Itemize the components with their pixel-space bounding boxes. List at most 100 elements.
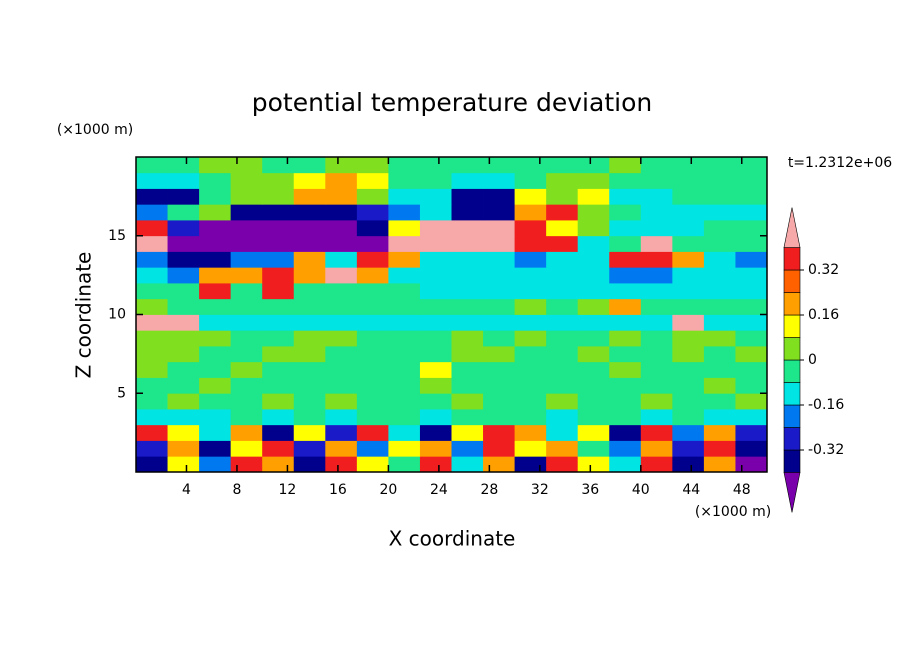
field-cell xyxy=(546,172,579,189)
field-cell xyxy=(672,267,705,284)
field-cell xyxy=(167,235,200,252)
field-cell xyxy=(199,361,232,378)
field-cell xyxy=(136,188,168,205)
field-cell xyxy=(262,424,295,441)
field-cell xyxy=(419,235,452,252)
field-cell xyxy=(419,188,452,205)
field-cell xyxy=(199,172,232,189)
field-cell xyxy=(262,456,295,473)
field-cell xyxy=(451,314,484,331)
field-cell xyxy=(483,393,515,410)
field-cell xyxy=(640,251,673,268)
x-tick-label: 40 xyxy=(632,482,650,498)
field-cell xyxy=(325,157,358,174)
field-cell xyxy=(483,409,515,426)
field-cell xyxy=(388,267,421,284)
field-cell xyxy=(703,424,736,441)
field-cell xyxy=(136,172,168,189)
field-cell xyxy=(546,267,579,284)
field-cell xyxy=(262,267,295,284)
colorbar-band xyxy=(783,449,801,473)
field-cell xyxy=(483,330,515,347)
field-cell xyxy=(640,298,673,315)
field-cell xyxy=(546,157,579,174)
field-cell xyxy=(672,188,705,205)
field-cell xyxy=(293,346,326,363)
field-cell xyxy=(167,267,200,284)
field-cell xyxy=(262,204,295,221)
field-cell xyxy=(199,346,232,363)
field-cell xyxy=(735,204,768,221)
field-cell xyxy=(136,440,168,457)
field-cell xyxy=(483,267,515,284)
field-cell xyxy=(546,330,579,347)
field-cell xyxy=(703,188,736,205)
time-annotation: t=1.2312e+06 xyxy=(788,155,892,171)
field-cell xyxy=(293,393,326,410)
field-cell xyxy=(546,346,579,363)
field-cell xyxy=(483,298,515,315)
field-cell xyxy=(514,204,547,221)
field-cell xyxy=(325,424,358,441)
field-cell xyxy=(136,424,168,441)
field-cell xyxy=(640,361,673,378)
field-cell xyxy=(167,314,200,331)
field-cell xyxy=(293,204,326,221)
x-tick-label: 32 xyxy=(531,482,549,498)
field-cell xyxy=(483,314,515,331)
field-cell xyxy=(293,330,326,347)
colorbar-tick-label: -0.32 xyxy=(808,442,844,458)
field-cell xyxy=(735,188,768,205)
field-cell xyxy=(577,377,610,394)
field-cell xyxy=(640,346,673,363)
field-cell xyxy=(356,409,389,426)
field-cell xyxy=(577,298,610,315)
field-cell xyxy=(262,393,295,410)
field-cell xyxy=(483,361,515,378)
field-cell xyxy=(262,409,295,426)
field-cell xyxy=(640,283,673,300)
field-cell xyxy=(325,314,358,331)
field-cell xyxy=(546,235,579,252)
field-cell xyxy=(703,204,736,221)
field-cell xyxy=(703,298,736,315)
field-cell xyxy=(640,330,673,347)
field-cell xyxy=(483,157,515,174)
field-cell xyxy=(293,298,326,315)
field-cell xyxy=(609,440,642,457)
field-cell xyxy=(640,220,673,237)
field-cell xyxy=(388,172,421,189)
y-tick-label: 10 xyxy=(108,307,126,323)
field-cell xyxy=(325,267,358,284)
field-cell xyxy=(388,409,421,426)
field-cell xyxy=(388,377,421,394)
field-cell xyxy=(419,393,452,410)
field-cell xyxy=(672,456,705,473)
chart-title: potential temperature deviation xyxy=(252,88,652,117)
x-tick-label: 16 xyxy=(329,482,347,498)
field-cell xyxy=(325,204,358,221)
colorbar-band xyxy=(783,382,801,406)
field-cell xyxy=(672,298,705,315)
field-cell xyxy=(293,235,326,252)
field-cell xyxy=(136,251,168,268)
field-cell xyxy=(230,409,263,426)
field-cell xyxy=(577,188,610,205)
field-cell xyxy=(167,188,200,205)
field-cell xyxy=(325,283,358,300)
field-cell xyxy=(262,188,295,205)
field-cell xyxy=(136,361,168,378)
x-tick-label: 48 xyxy=(733,482,751,498)
field-cell xyxy=(230,424,263,441)
field-cell xyxy=(514,172,547,189)
field-cell xyxy=(388,188,421,205)
field-cell xyxy=(609,251,642,268)
field-cell xyxy=(609,267,642,284)
field-cell xyxy=(199,330,232,347)
field-cell xyxy=(262,298,295,315)
field-cell xyxy=(640,314,673,331)
x-tick-label: 8 xyxy=(232,482,241,498)
field-cell xyxy=(672,330,705,347)
field-cell xyxy=(167,251,200,268)
field-cell xyxy=(262,235,295,252)
